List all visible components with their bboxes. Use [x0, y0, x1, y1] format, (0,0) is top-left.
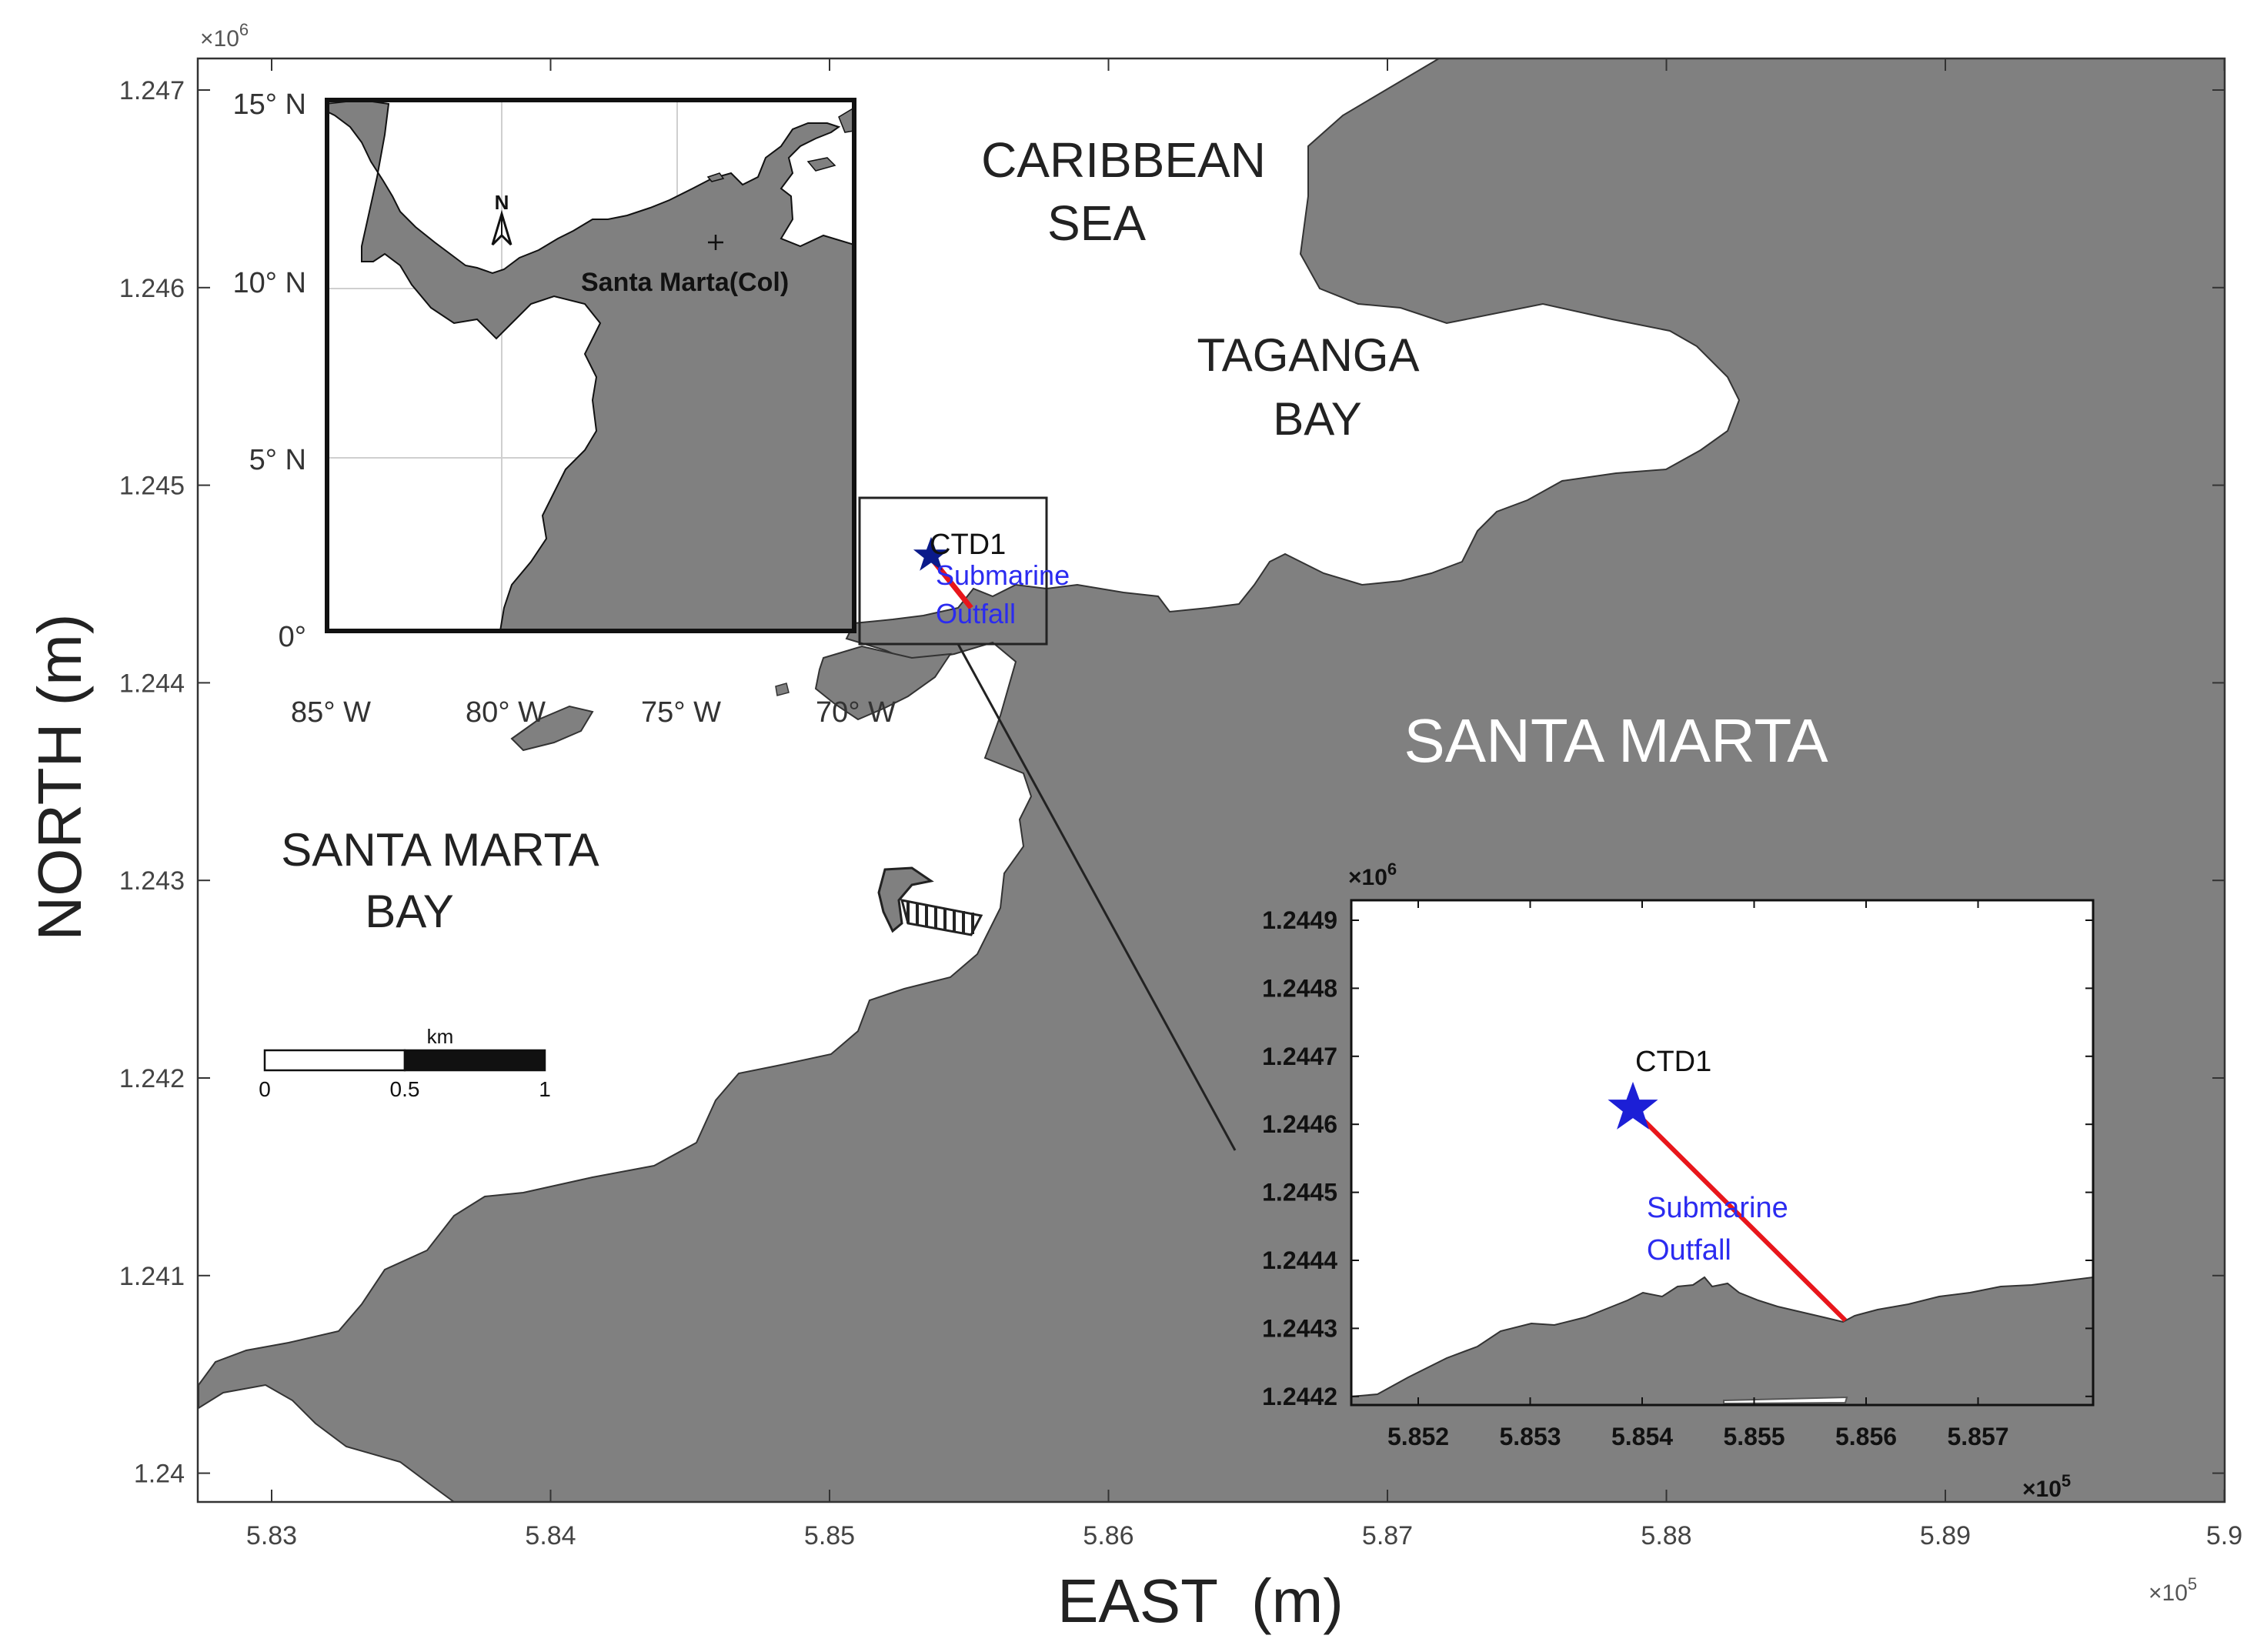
rock — [775, 682, 790, 696]
scale-bar-tick-1: 1 — [539, 1077, 551, 1101]
label-santa-marta-city: SANTA MARTA — [1404, 706, 1828, 775]
y-tick-label: 1.24 — [134, 1460, 185, 1489]
zoom-y-tick-label: 1.2449 — [1262, 906, 1337, 934]
y-tick-label: 1.244 — [119, 669, 185, 698]
main-x-exponent: ×105 — [2149, 1574, 2197, 1606]
inset-island-1 — [838, 107, 854, 133]
scale-bar-unit: km — [427, 1025, 454, 1048]
x-tick-label: 5.88 — [1641, 1521, 1691, 1550]
north-arrow-label: N — [495, 191, 509, 214]
x-tick-label: 5.86 — [1083, 1521, 1134, 1550]
main-ctd1-label: CTD1 — [930, 529, 1006, 561]
zoom-connector-line — [957, 643, 1237, 1151]
small-island — [510, 705, 594, 752]
zoom-land — [1351, 1276, 2093, 1405]
zoom-x-tick-label: 5.854 — [1611, 1423, 1673, 1450]
inset-frame — [325, 98, 856, 633]
x-tick-label: 5.87 — [1362, 1521, 1413, 1550]
scale-bar: km 0 0.5 1 — [259, 1025, 551, 1101]
label-taganga-bay-line1: TAGANGA — [1197, 329, 1420, 381]
y-tick-label: 1.241 — [119, 1262, 185, 1291]
label-santa-marta-bay-line2: BAY — [365, 886, 454, 937]
zoom-y-tick-label: 1.2442 — [1262, 1383, 1337, 1410]
y-tick-label: 1.246 — [119, 274, 185, 303]
y-axis-label: NORTH (m) — [25, 613, 94, 940]
zoom-y-tick-label: 1.2445 — [1262, 1179, 1337, 1206]
main-x-axis: 5.83 5.84 5.85 5.86 5.87 5.88 5.89 5.9 — [246, 58, 2242, 1550]
zoom-ctd1-label: CTD1 — [1635, 1046, 1711, 1078]
inset-latitude-labels: 15° N 10° N 5° N 0° — [233, 88, 306, 653]
x-tick-label: 5.84 — [525, 1521, 576, 1550]
inset-lat-label: 0° — [279, 621, 306, 653]
zoom-x-tick-label: 5.852 — [1387, 1423, 1449, 1450]
zoom-y-tick-label: 1.2446 — [1262, 1110, 1337, 1138]
scale-bar-black-segment — [403, 1049, 546, 1072]
x-tick-label: 5.89 — [1920, 1521, 1971, 1550]
inset-lon-label: 85° W — [291, 696, 371, 729]
inset-land-south-america — [327, 100, 854, 631]
x-axis-label: EAST (m) — [1057, 1567, 1344, 1635]
headland-island — [814, 645, 953, 721]
inset-longitude-labels: 85° W 80° W 75° W 70° W — [291, 696, 896, 729]
label-caribbean-sea-line2: SEA — [1047, 195, 1146, 251]
x-tick-label: 5.85 — [804, 1521, 855, 1550]
scale-bar-white-segment — [263, 1049, 406, 1072]
y-tick-label: 1.242 — [119, 1064, 185, 1093]
y-tick-label: 1.247 — [119, 76, 185, 105]
zoom-y-tick-label: 1.2447 — [1262, 1043, 1337, 1070]
label-santa-marta-bay-line1: SANTA MARTA — [281, 824, 599, 876]
main-outfall-label-line1: Submarine — [936, 559, 1070, 591]
harbour-structure — [877, 866, 983, 936]
scale-bar-tick-0: 0 — [259, 1077, 271, 1101]
main-y-axis: 1.247 1.246 1.245 1.244 1.243 1.242 1.241 1.24 — [119, 76, 2225, 1489]
zoom-x-exponent: ×105 — [2022, 1471, 2071, 1502]
y-tick-label: 1.243 — [119, 866, 185, 896]
main-y-exponent: ×106 — [200, 20, 249, 52]
location-inset: N Santa Marta(Col) 15° N 10° N 5° N 0° 85° … — [233, 88, 896, 729]
zoom-extent-box — [858, 496, 1048, 646]
zoom-outfall-label-line1: Submarine — [1647, 1192, 1788, 1224]
zoom-y-tick-label: 1.2443 — [1262, 1314, 1337, 1342]
inset-lon-label: 80° W — [466, 696, 546, 729]
inset-lon-label: 75° W — [641, 696, 721, 729]
inset-lat-label: 10° N — [233, 267, 306, 299]
zoom-x-tick-label: 5.853 — [1499, 1423, 1561, 1450]
main-outfall-label-line2: Outfall — [936, 598, 1016, 629]
zoom-x-tick-label: 5.857 — [1947, 1423, 2008, 1450]
zoom-x-tick-label: 5.856 — [1835, 1423, 1897, 1450]
zoom-outfall-label-line2: Outfall — [1647, 1234, 1731, 1267]
zoom-inset-frame — [1350, 899, 2095, 1407]
zoom-inset: CTD1 Submarine Outfall 5.852 5.853 5.854 5.… — [1262, 859, 2095, 1502]
zoom-y-axis: 1.2449 1.2448 1.2447 1.2446 1.2445 1.2444 1.24… — [1262, 906, 2093, 1410]
label-taganga-bay-line2: BAY — [1273, 393, 1362, 445]
zoom-ctd1-star — [1608, 1081, 1658, 1130]
zoom-y-tick-label: 1.2448 — [1262, 974, 1337, 1002]
inset-lon-label: 70° W — [816, 696, 896, 729]
inset-place-label: Santa Marta(Col) — [581, 268, 789, 297]
inset-lat-label: 15° N — [233, 88, 306, 121]
inset-lat-label: 5° N — [249, 444, 306, 476]
x-tick-label: 5.83 — [246, 1521, 297, 1550]
north-arrow-icon: N — [491, 191, 513, 246]
zoom-x-tick-label: 5.855 — [1723, 1423, 1785, 1450]
zoom-y-exponent: ×106 — [1348, 859, 1397, 890]
zoom-x-axis: 5.852 5.853 5.854 5.855 5.856 5.857 — [1387, 900, 2009, 1450]
label-caribbean-sea-line1: CARIBBEAN — [981, 132, 1266, 188]
scale-bar-tick-half: 0.5 — [390, 1077, 420, 1101]
santa-marta-location-marker — [708, 235, 723, 250]
main-plot-frame — [196, 57, 2226, 1503]
inset-island-4 — [706, 172, 725, 182]
y-tick-label: 1.245 — [119, 472, 185, 501]
x-tick-label: 5.9 — [2206, 1521, 2242, 1550]
zoom-outfall-line — [1631, 1107, 1848, 1323]
zoom-y-tick-label: 1.2444 — [1262, 1247, 1337, 1274]
main-ctd1-star — [913, 536, 950, 571]
main-outfall-group: CTD1 Submarine Outfall — [858, 496, 1237, 1151]
inset-island-2 — [806, 157, 836, 172]
